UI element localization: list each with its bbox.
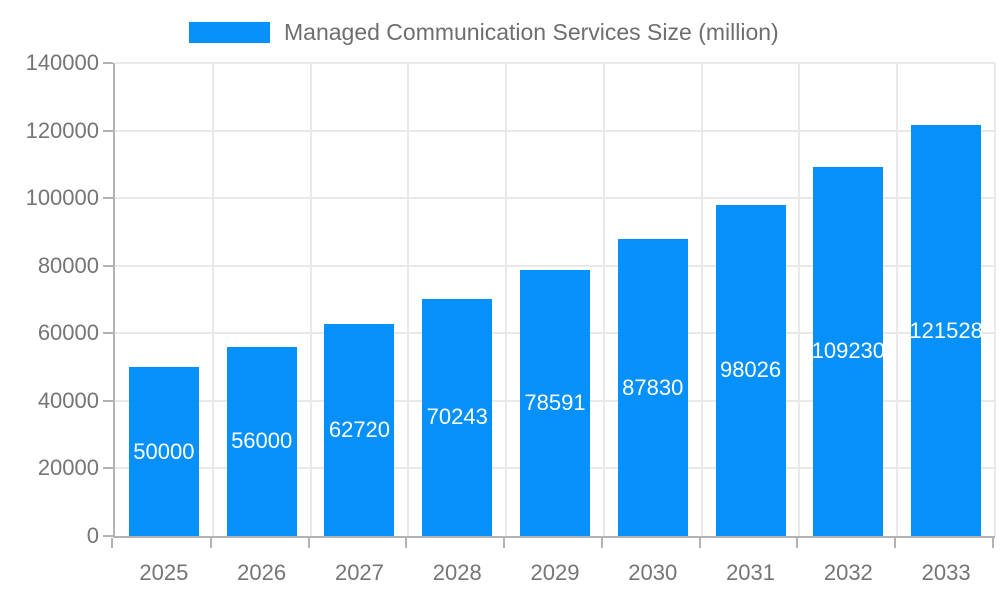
v-gridline (700, 63, 703, 536)
x-tick-label: 2028 (432, 560, 482, 585)
bar-2025: 50000 (128, 367, 199, 536)
v-gridline (407, 63, 410, 536)
x-tick-mark (992, 538, 994, 548)
v-gridline (994, 63, 996, 536)
y-tick-mark (103, 535, 113, 537)
bar-value-label: 50000 (133, 438, 195, 464)
bar-value-label: 87830 (622, 374, 684, 400)
x-tick-label: 2033 (921, 560, 971, 585)
x-tick-mark (111, 538, 113, 548)
x-tick-mark (600, 538, 603, 548)
bar-2026: 56000 (226, 346, 297, 536)
bar-value-label: 70243 (426, 404, 488, 430)
y-tick-mark (103, 62, 113, 64)
legend-label: Managed Communication Services Size (mil… (284, 19, 779, 45)
v-gridline (505, 63, 508, 536)
y-tick-label: 0 (86, 523, 99, 548)
bar-2032: 109230 (811, 166, 886, 536)
bar-value-label: 56000 (231, 428, 293, 454)
y-tick-mark (103, 399, 113, 402)
x-tick-mark (307, 538, 310, 548)
x-tick-mark (209, 538, 212, 548)
y-tick-mark (103, 197, 113, 200)
bar-2028: 70243 (422, 298, 493, 536)
x-tick-mark (405, 538, 408, 548)
x-tick-mark (796, 538, 799, 548)
v-gridline (896, 63, 899, 536)
h-gridline (115, 197, 995, 200)
legend-swatch-icon (189, 22, 270, 43)
bar-value-label: 98026 (719, 357, 782, 383)
bar-2030: 87830 (617, 239, 688, 536)
y-tick-mark (103, 332, 113, 335)
y-tick-label: 60000 (37, 320, 99, 346)
v-gridline (211, 63, 214, 536)
x-tick-label: 2030 (628, 560, 678, 585)
x-tick-mark (698, 538, 701, 548)
x-tick-mark (503, 538, 506, 548)
x-tick-label: 2026 (237, 560, 287, 585)
bar-2029: 78591 (520, 270, 590, 536)
bar-2031: 98026 (715, 204, 786, 536)
bar-value-label: 62720 (328, 417, 391, 443)
y-tick-label: 100000 (25, 185, 99, 211)
y-tick-label: 120000 (25, 117, 99, 143)
y-tick-mark (103, 129, 113, 132)
bar-2027: 62720 (324, 324, 395, 536)
y-tick-label: 20000 (37, 455, 99, 481)
bar-2033: 121528 (909, 125, 983, 536)
x-tick-mark (894, 538, 897, 548)
bar-value-label: 121528 (909, 317, 983, 343)
x-tick-label: 2027 (334, 560, 384, 585)
x-tick-label: 2032 (823, 560, 873, 585)
bar-value-label: 109230 (811, 338, 886, 364)
v-gridline (309, 63, 312, 536)
plot-area: 50000 56000 62720 70243 78591 87830 98026 10923… (113, 62, 996, 538)
y-tick-label: 40000 (37, 387, 99, 413)
x-tick-label: 2029 (530, 560, 580, 585)
h-gridline (115, 129, 995, 132)
y-tick-mark (103, 264, 113, 267)
bar-value-label: 78591 (524, 390, 586, 416)
h-gridline (115, 264, 995, 267)
v-gridline (798, 63, 801, 536)
y-tick-mark (103, 467, 113, 470)
v-gridline (602, 63, 605, 536)
x-tick-label: 2025 (139, 560, 189, 585)
y-tick-label: 80000 (37, 252, 99, 278)
h-gridline (115, 62, 995, 64)
y-tick-label: 140000 (25, 50, 99, 75)
x-tick-label: 2031 (726, 560, 776, 585)
